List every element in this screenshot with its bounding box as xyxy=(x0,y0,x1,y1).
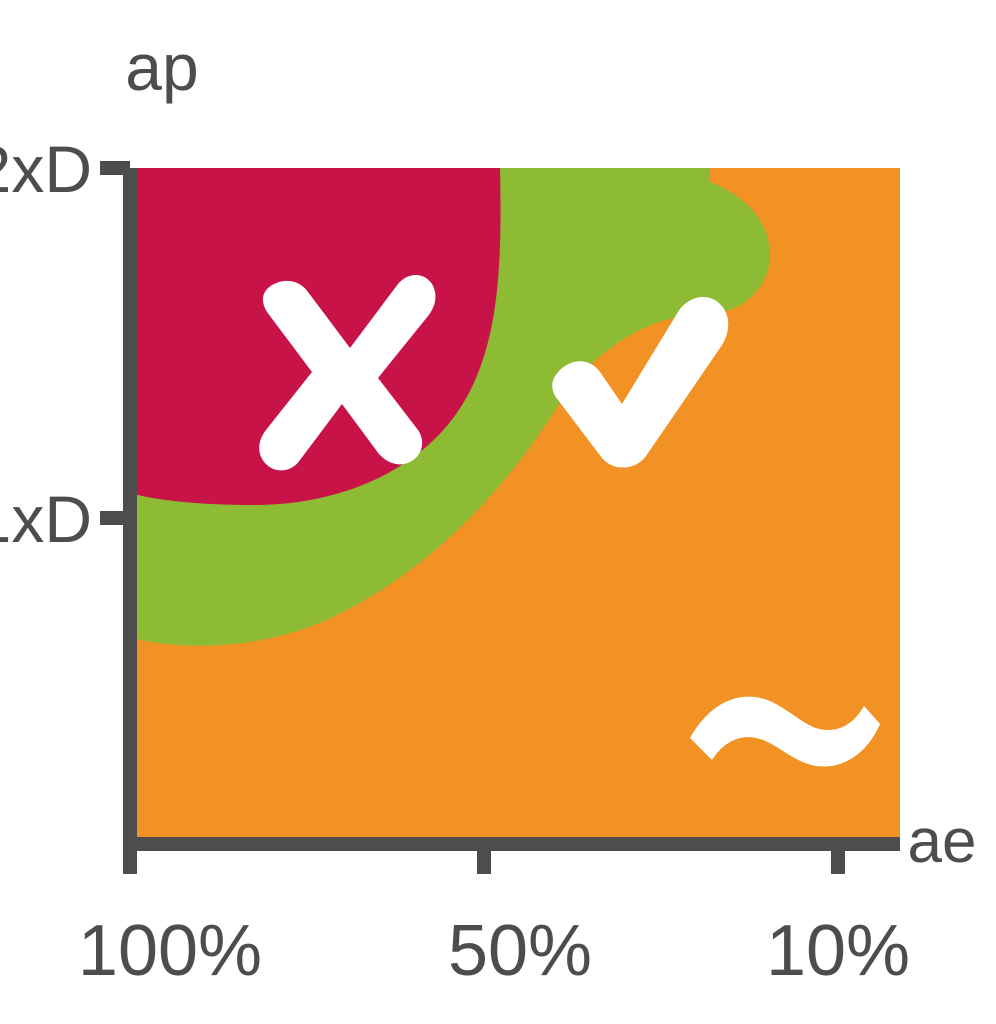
x-tick-100: 100% xyxy=(78,911,262,991)
y-axis-title: ap xyxy=(125,30,198,104)
y-tick-1xd: 1xD xyxy=(0,482,92,556)
x-axis-title: ae xyxy=(908,807,977,876)
x-tick-10: 10% xyxy=(766,911,910,991)
x-tick-50: 50% xyxy=(448,911,592,991)
region-chart: ap 2xD 1xD ae 100% 50% 10% xyxy=(0,0,996,1024)
y-tick-2xd: 2xD xyxy=(0,132,92,206)
